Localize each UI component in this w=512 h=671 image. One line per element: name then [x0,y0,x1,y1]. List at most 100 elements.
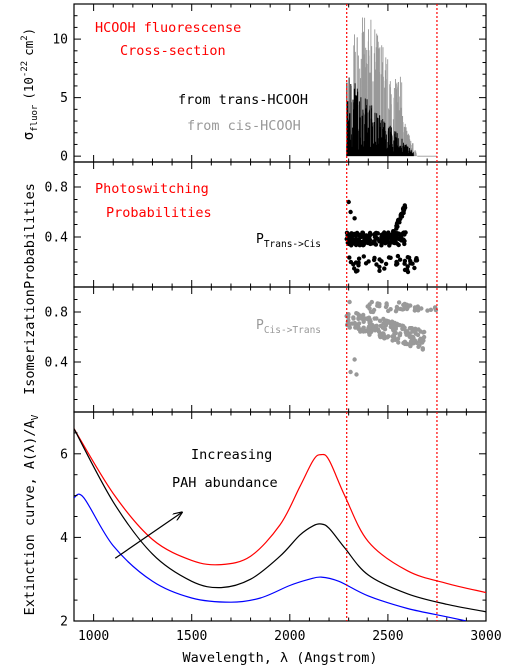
scatter-point [410,261,415,266]
scatter-point [415,332,421,338]
scatter-point [408,341,413,347]
scatter-point [406,255,412,260]
scatter-point [344,236,349,242]
scatter-point [398,216,403,222]
ylabel-fluor-unit-post: cm [21,41,36,56]
scatter-point [353,269,359,274]
scatter-point [346,199,351,205]
scatter-point [373,328,378,333]
scatter-point [428,307,434,312]
ylabel-fluor-exp2: 2 [20,35,30,40]
p-cis-trans-label: PCis->Trans [256,318,321,336]
scatter-point [367,230,373,236]
scatter-point [381,331,386,337]
scatter-point [371,257,377,263]
y-tick-label: 0.8 [45,306,68,321]
scatter-point [421,334,427,340]
photoswitch-title: Photoswitching [95,181,209,197]
x-tick-label: 1000 [78,629,109,644]
scatter-point [368,309,374,314]
y-tick-label: 0.4 [45,356,69,371]
scatter-point [374,262,379,267]
y-tick-label: 0.8 [45,181,68,196]
scatter-point [390,240,396,245]
scatter-point [347,325,352,330]
p-cis-trans-main: P [256,318,264,333]
scatter-point [402,339,408,344]
scatter-point [416,344,421,349]
scatter-point [377,239,382,244]
scatter-point [404,267,410,272]
scatter-point [352,320,357,326]
scatter-point [394,226,399,231]
scatter-point [374,323,379,328]
scatter-point [396,236,402,242]
scatter-point [347,322,352,327]
scatter-point [377,304,382,309]
scatter-point [352,357,357,362]
scatter-point [422,329,427,335]
p-trans-cis-label: PTrans->Cis [256,232,321,250]
x-tick-label: 1500 [176,629,207,644]
scatter-point [391,334,397,339]
p-trans-cis-sub: Trans->Cis [264,239,321,250]
scatter-point [382,232,387,238]
scatter-point [377,268,382,273]
scatter-point [356,315,361,320]
annotation-line1: Increasing [191,447,272,463]
y-tick-label: 4 [60,531,68,546]
scatter-point [401,302,406,308]
scatter-point [400,307,405,312]
scatter-point [425,308,430,313]
scatter-point [346,312,351,317]
scatter-point [361,316,366,321]
scatter-point [416,327,421,332]
scatter-point [396,300,402,305]
scatter-point [378,323,383,328]
ylabel-extinction: Extinction curve, A(λ)/AV [22,414,41,615]
scatter-point [379,259,384,264]
scatter-point [402,261,407,266]
scatter-point [373,235,379,240]
scatter-point [369,299,374,305]
scatter-point [348,259,354,265]
scatter-point [412,305,418,310]
x-tick-label: 3000 [470,629,501,644]
legend-trans: from trans-HCOOH [178,92,308,108]
scatter-point [390,338,395,343]
scatter-point [416,308,421,313]
scatter-point [347,299,352,305]
ylabel-extinction-sub: V [30,414,41,420]
scatter-point [348,209,353,215]
scatter-point [395,336,401,341]
scatter-point [356,256,362,261]
scatter-point [382,266,387,271]
y-tick-label: 0 [60,150,68,165]
ylabel-fluor: σfluor (10-22 cm2) [20,28,40,140]
scatter-point [394,221,400,226]
scatter-point [356,263,361,268]
p-cis-trans-sub: Cis->Trans [264,325,321,336]
scatter-point [367,323,373,328]
extinction-curve-3 [74,493,467,621]
scatter-point [356,326,361,331]
scatter-point [348,234,353,239]
scatter-point [384,301,389,306]
scatter-point [403,330,409,335]
scatter-point [377,264,382,270]
fluor-subtitle: Cross-section [120,43,226,59]
scatter-point [404,306,410,312]
ylabel-fluor-unit-pre: (10 [21,77,36,100]
scatter-point [394,259,399,265]
scatter-point [372,316,377,321]
y-tick-label: 5 [60,91,68,106]
scatter-point [366,238,371,243]
scatter-point [359,234,364,239]
scatter-point [401,210,406,216]
scatter-point [367,319,373,324]
scatter-point [387,241,392,246]
scatter-point [388,307,393,312]
x-axis-label: Wavelength, λ (Angstrom) [182,650,377,666]
annotation-line2: PAH abundance [172,475,278,491]
scatter-point [388,255,393,260]
